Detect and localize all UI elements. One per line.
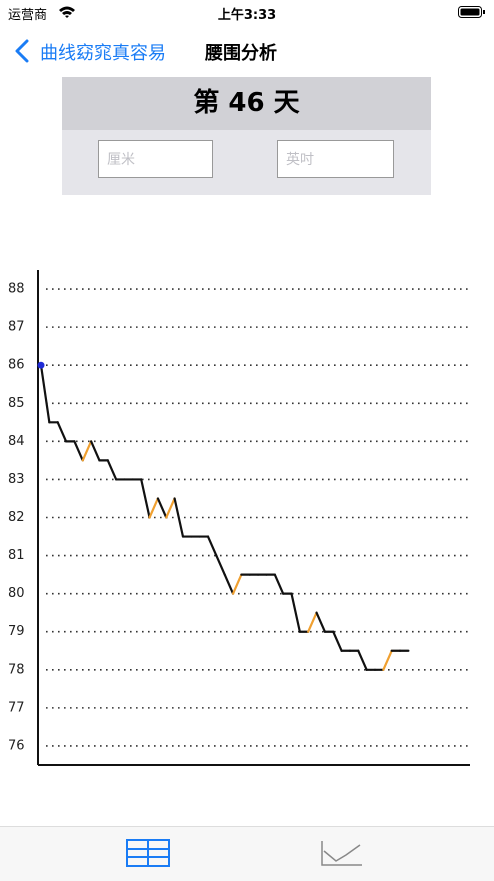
battery-icon <box>458 6 485 18</box>
line-segment <box>223 573 235 595</box>
line-segment <box>148 497 159 519</box>
line-segment <box>315 611 326 633</box>
carrier: 运营商 <box>8 8 48 23</box>
header-top: 第 46 天 <box>62 77 431 130</box>
y-tick-label: 79 <box>8 624 25 639</box>
line-segment <box>89 440 101 462</box>
y-tick-label: 87 <box>8 320 25 335</box>
line-segment <box>73 440 84 462</box>
line-segment <box>382 649 393 671</box>
line-segment <box>231 573 243 595</box>
inch-input[interactable]: 英吋 <box>277 140 394 178</box>
y-tick-label: 78 <box>8 662 25 677</box>
line-segment <box>290 592 301 633</box>
time: 上午3:33 <box>217 8 277 23</box>
start-point <box>37 361 45 369</box>
line-segment <box>39 364 51 424</box>
line-segment <box>215 554 226 576</box>
y-tick-label: 88 <box>8 282 25 297</box>
back-chevron[interactable] <box>14 39 30 63</box>
day-title: 第 46 天 <box>193 88 300 118</box>
y-tick-label: 77 <box>8 700 25 715</box>
line-segment <box>307 611 318 633</box>
wifi-icon <box>59 6 75 18</box>
tab-bar <box>0 826 494 881</box>
line-segment <box>332 630 343 652</box>
y-tick-label: 76 <box>8 738 25 753</box>
line-segment <box>81 440 93 462</box>
line-segment <box>56 421 68 443</box>
back-button[interactable]: 曲线窈窕真容易 <box>40 43 166 64</box>
chart-tab[interactable] <box>320 839 364 867</box>
line-segment <box>273 573 285 595</box>
table-tab[interactable] <box>126 839 170 867</box>
line-segment <box>206 535 218 557</box>
y-tick-label: 85 <box>8 396 25 411</box>
y-tick-label: 86 <box>8 358 25 373</box>
line-segment <box>156 497 168 519</box>
line-segment <box>106 459 118 481</box>
y-tick-label: 81 <box>8 548 25 563</box>
line-segment <box>173 497 185 538</box>
line-segment <box>140 478 151 519</box>
y-tick-label: 82 <box>8 510 25 525</box>
nav-title: 腰围分析 <box>205 43 277 64</box>
line-segment <box>165 497 176 519</box>
chart: 76 77 78 79 80 81 82 83 84 85 86 87 88 <box>8 270 470 766</box>
y-tick-label: 84 <box>8 434 25 449</box>
y-tick-label: 83 <box>8 472 25 487</box>
line-segment <box>357 649 368 671</box>
cm-input[interactable]: 厘米 <box>98 140 213 178</box>
y-tick-label: 80 <box>8 586 25 601</box>
